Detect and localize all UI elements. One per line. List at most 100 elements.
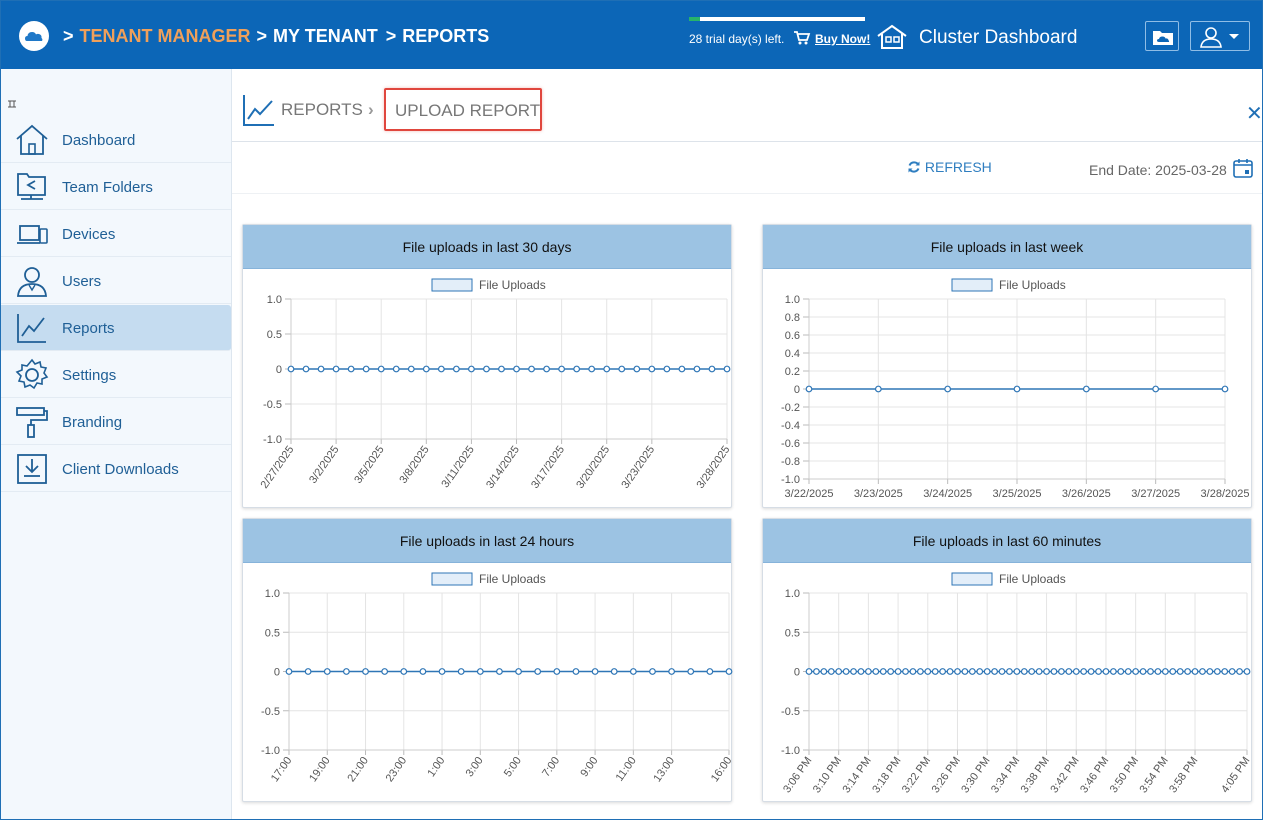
- data-point: [543, 365, 550, 373]
- data-point: [991, 668, 998, 675]
- legend-label: File Uploads: [999, 572, 1066, 586]
- data-point: [1221, 668, 1229, 675]
- data-point: [1213, 668, 1221, 675]
- breadcrumb-tenant-manager[interactable]: TENANT MANAGER: [79, 26, 251, 46]
- data-point: [1028, 668, 1036, 675]
- legend-swatch: [431, 572, 473, 586]
- calendar-icon[interactable]: [1232, 157, 1254, 184]
- sidebar-item-dashboard[interactable]: Dashboard: [1, 117, 231, 163]
- y-tick-label: -0.2: [781, 402, 800, 414]
- cart-icon[interactable]: [793, 30, 811, 51]
- share-folder-icon: [17, 173, 46, 200]
- data-point: [1080, 668, 1088, 675]
- data-point: [362, 668, 369, 675]
- sidebar-item-client-downloads[interactable]: Client Downloads: [1, 446, 231, 492]
- data-point: [887, 668, 895, 675]
- data-point: [1013, 668, 1021, 675]
- data-point: [496, 668, 503, 675]
- data-point: [954, 668, 961, 675]
- sidebar-item-settings[interactable]: Settings: [1, 352, 231, 398]
- x-tick-label: 3/26/2025: [1062, 488, 1111, 500]
- sidebar-item-devices[interactable]: Devices: [1, 211, 231, 257]
- data-point: [1109, 668, 1117, 675]
- data-point: [603, 365, 611, 373]
- data-point: [1117, 668, 1125, 675]
- data-point: [498, 365, 505, 373]
- breadcrumb-my-tenant[interactable]: MY TENANT: [273, 26, 378, 46]
- gear-icon: [15, 358, 49, 390]
- sidebar-item-label: Users: [62, 273, 102, 290]
- data-point: [1082, 385, 1090, 393]
- chevron-right-icon: ›: [368, 100, 374, 119]
- data-point: [1132, 668, 1140, 675]
- data-point: [706, 668, 714, 675]
- y-tick-label: -0.5: [781, 706, 800, 718]
- x-tick-label: 3:46 PM: [1078, 755, 1111, 795]
- x-tick-label: 3:54 PM: [1137, 755, 1170, 795]
- y-tick-label: -1.0: [781, 745, 800, 757]
- data-point: [1006, 668, 1013, 675]
- y-tick-label: 0.4: [785, 348, 800, 360]
- x-tick-label: 23:00: [384, 755, 410, 784]
- collapse-icon[interactable]: [7, 100, 17, 111]
- x-tick-label: 3/27/2025: [1131, 488, 1180, 500]
- divider: [232, 193, 1262, 194]
- user-menu-button[interactable]: [1190, 21, 1250, 51]
- cluster-dashboard-link[interactable]: Cluster Dashboard: [919, 27, 1078, 48]
- user-icon: [1200, 27, 1222, 48]
- data-point: [1072, 668, 1080, 675]
- cloud-folder-icon: [1153, 31, 1173, 45]
- sidebar-item-branding[interactable]: Branding: [1, 399, 231, 445]
- data-point: [1161, 668, 1169, 675]
- x-tick-label: 3/17/2025: [529, 444, 567, 491]
- data-point: [476, 668, 484, 675]
- sidebar-item-reports[interactable]: Reports: [1, 305, 231, 351]
- x-tick-label: 3:38 PM: [1019, 755, 1052, 795]
- trial-days-text: 28 trial day(s) left.: [689, 32, 785, 46]
- data-point: [1184, 668, 1192, 675]
- data-point: [909, 668, 917, 675]
- y-tick-label: 1.0: [785, 588, 800, 600]
- data-point: [528, 365, 535, 373]
- data-point: [1191, 668, 1199, 675]
- y-tick-label: -1.0: [261, 745, 280, 757]
- data-point: [347, 365, 355, 373]
- data-point: [1020, 668, 1028, 675]
- house-icon[interactable]: [875, 23, 909, 56]
- data-point: [1236, 668, 1243, 675]
- refresh-button[interactable]: REFRESH: [907, 159, 992, 175]
- x-tick-label: 3/20/2025: [574, 444, 612, 491]
- x-tick-label: 13:00: [651, 755, 677, 784]
- data-point: [827, 668, 835, 675]
- sidebar-item-users[interactable]: Users: [1, 258, 231, 304]
- data-point: [377, 365, 385, 373]
- x-tick-label: 4:05 PM: [1219, 755, 1252, 795]
- x-tick-label: 3:42 PM: [1048, 755, 1081, 795]
- breadcrumb-reports-link[interactable]: REPORTS: [281, 100, 363, 119]
- sidebar: Dashboard Team Folders Devices Users Rep…: [1, 69, 232, 819]
- cloud-logo-icon[interactable]: [19, 21, 49, 51]
- y-tick-label: -1.0: [263, 434, 282, 446]
- data-point: [857, 668, 865, 675]
- close-icon[interactable]: ✕: [1246, 103, 1263, 125]
- chart-panel-60-minutes: File uploads in last 60 minutes File Upl…: [762, 518, 1252, 802]
- x-tick-label: 2/27/2025: [259, 444, 297, 491]
- x-tick-label: 9:00: [578, 755, 600, 779]
- x-tick-label: 3/24/2025: [923, 488, 972, 500]
- chart-icon: [17, 314, 46, 343]
- data-point: [968, 668, 976, 675]
- data-point: [1139, 668, 1147, 675]
- chart-title: File uploads in last week: [763, 225, 1251, 269]
- y-tick-label: 0.5: [265, 627, 280, 639]
- x-tick-label: 3/28/2025: [1201, 488, 1250, 500]
- data-point: [805, 385, 813, 393]
- breadcrumb-separator: >: [63, 26, 74, 46]
- x-tick-label: 16:00: [709, 755, 733, 784]
- sidebar-item-team-folders[interactable]: Team Folders: [1, 164, 231, 210]
- buy-now-link[interactable]: Buy Now!: [815, 32, 871, 46]
- cloud-folder-button[interactable]: [1145, 21, 1179, 51]
- data-point: [976, 668, 984, 675]
- data-point: [946, 668, 954, 675]
- data-point: [534, 668, 542, 675]
- data-point: [1065, 668, 1073, 675]
